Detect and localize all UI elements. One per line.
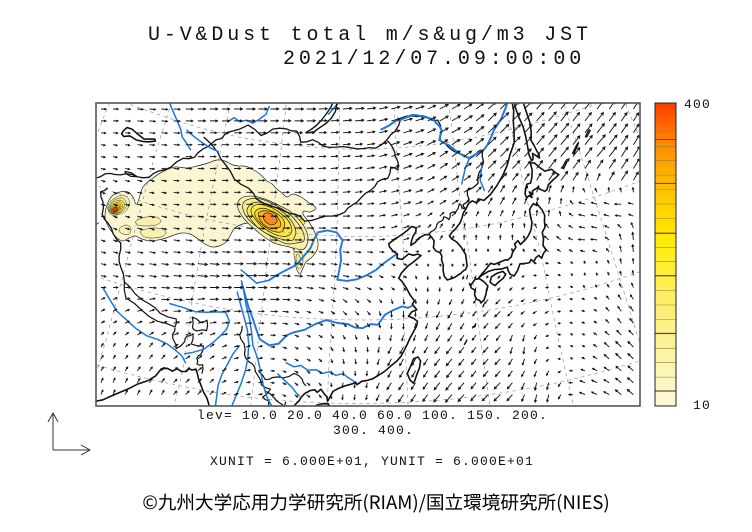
svg-text:2021/12/07.09:00:00: 2021/12/07.09:00:00 [283,48,585,71]
svg-text:300. 400.: 300. 400. [333,423,414,438]
svg-text:10: 10 [693,398,711,413]
svg-text:400: 400 [684,97,711,112]
svg-text:lev= 10.0 20.0 40.0 60.0 100.: lev= 10.0 20.0 40.0 60.0 100. 150. 200. [197,408,548,423]
svg-text:U-V&Dust total m/s&ug/m3 JST: U-V&Dust total m/s&ug/m3 JST [148,24,592,47]
svg-text:XUNIT = 6.000E+01, YUNIT = 6.0: XUNIT = 6.000E+01, YUNIT = 6.000E+01 [210,454,534,469]
